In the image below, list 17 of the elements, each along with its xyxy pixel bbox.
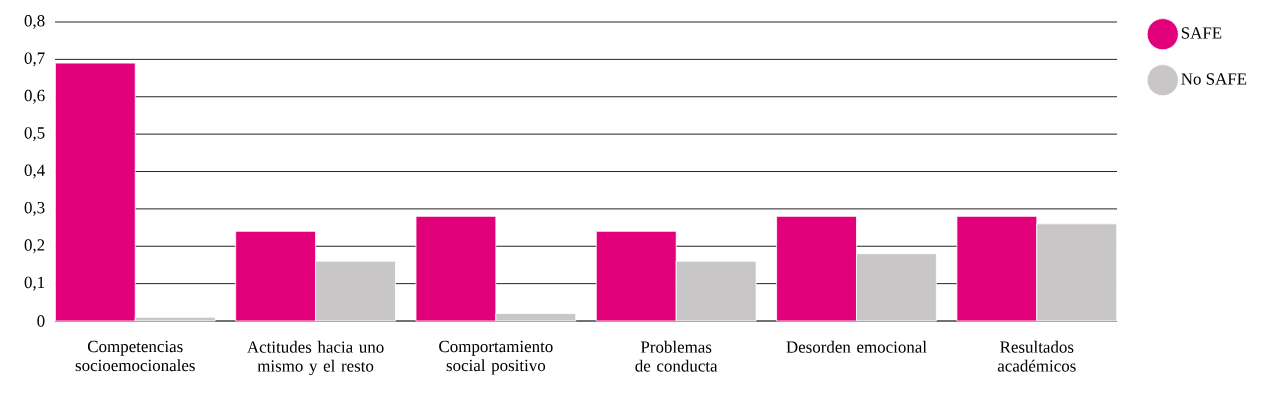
x-tick-label: Problemas de conducta [635, 340, 718, 372]
x-tick-label: Resultados académicos [997, 340, 1076, 372]
x-tick-label: Desorden emocional [786, 340, 927, 353]
y-tick-label: 0,1 [24, 276, 45, 291]
y-tick-label: 0,5 [24, 127, 45, 142]
legend-label: SAFE [1181, 27, 1222, 39]
x-tick-label: Comportamiento social positivo [439, 340, 553, 375]
x-tick-label: Actitudes hacia uno mismo y el resto [247, 340, 384, 376]
legend-label: No SAFE [1181, 73, 1247, 85]
y-tick-label: 0,3 [24, 201, 45, 216]
y-tick-label: 0,2 [24, 239, 45, 254]
y-tick-label: 0,8 [24, 15, 45, 29]
x-tick-label: Competencias socioemocionales [75, 340, 195, 372]
y-tick-label: 0,4 [24, 164, 45, 179]
y-tick-label: 0,6 [24, 89, 45, 104]
y-tick-label: 0,7 [24, 52, 45, 67]
y-tick-label: 0 [37, 315, 45, 327]
